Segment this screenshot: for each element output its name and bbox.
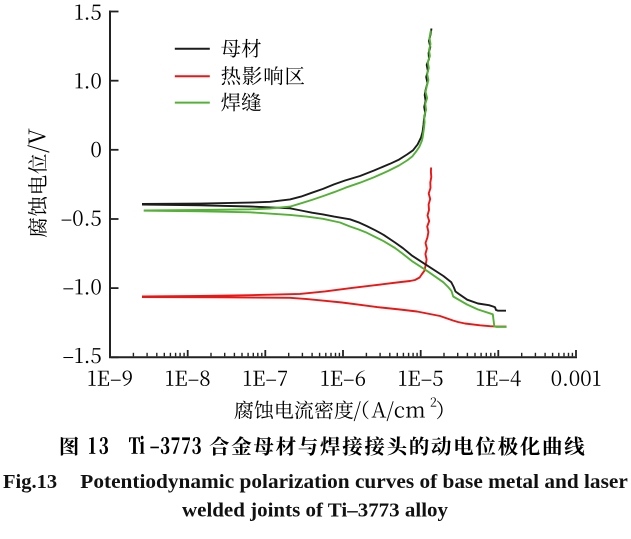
svg-text:Fig.13: Fig.13 [3,471,57,493]
svg-text:Potentiodynamic polarization c: Potentiodynamic polarization curves of b… [80,471,628,493]
svg-text:welded joints of Ti–3773 alloy: welded joints of Ti–3773 alloy [182,499,449,521]
